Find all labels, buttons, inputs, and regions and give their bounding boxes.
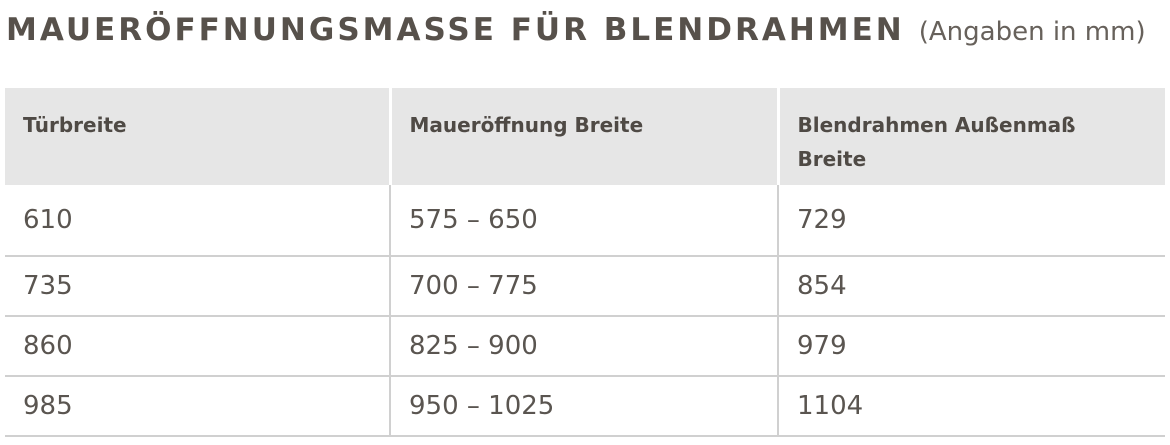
table-cell: 950 – 1025 xyxy=(389,376,778,437)
header-row: Türbreite Maueröffnung Breite Blendrahmen … xyxy=(5,88,1165,185)
table-cell: 729 xyxy=(777,185,1165,257)
table-cell: 979 xyxy=(777,316,1165,377)
table-cell: 1104 xyxy=(777,376,1165,437)
table-cell: 985 xyxy=(5,376,390,437)
header: MAUERÖFFNUNGSMASSE FÜR BLENDRAHMEN (Angab… xyxy=(6,12,1146,48)
column-header: Maueröffnung Breite xyxy=(388,88,778,185)
table-cell: 860 xyxy=(5,316,390,377)
subtitle: (Angaben in mm) xyxy=(918,17,1146,47)
table-cell: 735 xyxy=(5,256,390,317)
table: Türbreite Maueröffnung Breite Blendrahmen … xyxy=(5,88,1165,437)
table-cell: 575 – 650 xyxy=(389,185,778,257)
column-header: Blendrahmen Außenmaß Breite xyxy=(776,88,1165,185)
table-body: 610 575 – 650 729 735 700 – 775 854 860 825 – 9… xyxy=(5,185,1165,437)
table-cell: 825 – 900 xyxy=(389,316,778,377)
table-row: 985 950 – 1025 1104 xyxy=(5,376,1165,437)
table-cell: 854 xyxy=(777,256,1165,317)
table-row: 735 700 – 775 854 xyxy=(5,256,1165,317)
column-header: Türbreite xyxy=(5,88,390,185)
table-row: 610 575 – 650 729 xyxy=(5,185,1165,257)
table-row: 860 825 – 900 979 xyxy=(5,316,1165,377)
title: MAUERÖFFNUNGSMASSE FÜR BLENDRAHMEN xyxy=(6,12,905,48)
table-cell: 610 xyxy=(5,185,390,257)
table-cell: 700 – 775 xyxy=(389,256,778,317)
